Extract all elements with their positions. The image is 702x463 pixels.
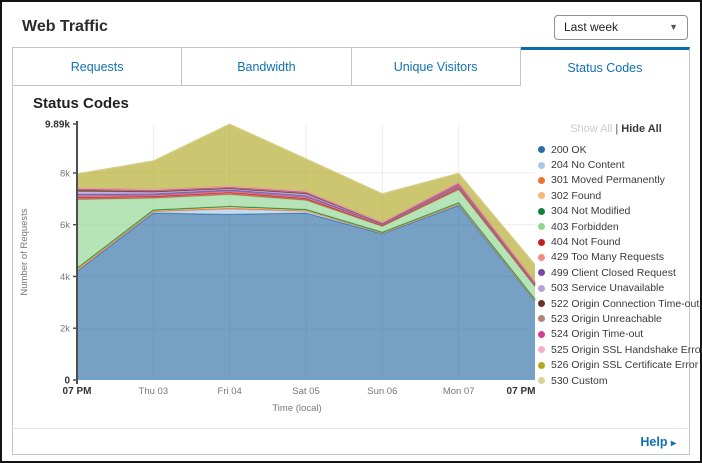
legend-item-label: 302 Found bbox=[551, 189, 602, 202]
legend-color-dot bbox=[538, 315, 545, 323]
legend-item-524-origin-time-out[interactable]: 524 Origin Time-out bbox=[537, 327, 695, 342]
chevron-down-icon: ▼ bbox=[669, 21, 678, 32]
hide-all-button[interactable]: Hide All bbox=[621, 123, 662, 135]
legend-item-label: 499 Client Closed Request bbox=[551, 266, 676, 279]
legend-item-429-too-many-requests[interactable]: 429 Too Many Requests bbox=[537, 250, 695, 265]
tab-requests[interactable]: Requests bbox=[12, 47, 183, 86]
legend-item-204-no-content[interactable]: 204 No Content bbox=[537, 157, 695, 172]
chart-title: Status Codes bbox=[33, 95, 129, 112]
svg-text:Thu 03: Thu 03 bbox=[139, 386, 169, 397]
tab-status-codes[interactable]: Status Codes bbox=[520, 47, 690, 86]
status-codes-chart: 0 2k 4k 6k 8k 9.89k 07 PM Thu 03 Fri 04 Sat 05 Sun… bbox=[19, 120, 536, 414]
legend-color-dot bbox=[538, 146, 545, 154]
tab-bar: Requests Bandwidth Unique Visitors Statu… bbox=[12, 47, 690, 86]
legend-item-523-origin-unreachable[interactable]: 523 Origin Unreachable bbox=[537, 311, 695, 326]
legend-item-label: 523 Origin Unreachable bbox=[551, 312, 662, 325]
legend-color-dot bbox=[538, 192, 545, 200]
chart-legend: Show All | Hide All 200 OK 204 No Content 30… bbox=[537, 123, 702, 388]
tab-unique-visitors[interactable]: Unique Visitors bbox=[351, 47, 521, 86]
legend-color-dot bbox=[538, 284, 545, 292]
svg-text:4k: 4k bbox=[60, 272, 70, 283]
svg-text:Sat 05: Sat 05 bbox=[292, 386, 319, 397]
legend-item-403-forbidden[interactable]: 403 Forbidden bbox=[537, 219, 695, 234]
legend-item-404-not-found[interactable]: 404 Not Found bbox=[537, 234, 695, 249]
legend-item-label: 526 Origin SSL Certificate Error bbox=[551, 359, 699, 372]
panel-footer: Help ▸ bbox=[12, 428, 690, 455]
legend-controls: Show All | Hide All bbox=[537, 123, 695, 135]
legend-items: 200 OK 204 No Content 301 Moved Permanentl… bbox=[537, 142, 702, 388]
legend-item-522-origin-connection-time-out[interactable]: 522 Origin Connection Time-out bbox=[537, 296, 699, 311]
svg-text:Time (local): Time (local) bbox=[272, 403, 321, 414]
show-all-button[interactable]: Show All bbox=[570, 123, 613, 135]
tab-bandwidth[interactable]: Bandwidth bbox=[182, 47, 352, 86]
help-link[interactable]: Help ▸ bbox=[640, 434, 676, 449]
legend-item-302-found[interactable]: 302 Found bbox=[537, 188, 695, 203]
legend-color-dot bbox=[538, 253, 545, 261]
legend-color-dot bbox=[538, 300, 545, 308]
help-arrow-icon: ▸ bbox=[670, 437, 676, 449]
legend-item-label: 530 Custom bbox=[551, 374, 608, 387]
legend-color-dot bbox=[538, 330, 545, 338]
legend-item-499-client-closed-request[interactable]: 499 Client Closed Request bbox=[537, 265, 695, 280]
svg-text:Mon 07: Mon 07 bbox=[443, 386, 475, 397]
legend-color-dot bbox=[538, 361, 545, 369]
legend-item-526-origin-ssl-certificate-error[interactable]: 526 Origin SSL Certificate Error bbox=[537, 357, 699, 372]
svg-text:07 PM: 07 PM bbox=[63, 386, 92, 397]
legend-item-label: 200 OK bbox=[551, 143, 587, 156]
legend-color-dot bbox=[538, 161, 545, 169]
svg-text:6k: 6k bbox=[60, 220, 70, 231]
legend-item-label: 404 Not Found bbox=[551, 236, 621, 249]
time-range-select[interactable]: Last week ▼ bbox=[554, 14, 688, 40]
legend-color-dot bbox=[538, 223, 545, 231]
svg-text:07 PM: 07 PM bbox=[507, 386, 536, 397]
legend-item-label: 524 Origin Time-out bbox=[551, 328, 644, 341]
legend-item-304-not-modified[interactable]: 304 Not Modified bbox=[537, 204, 695, 219]
svg-text:Fri 04: Fri 04 bbox=[218, 386, 242, 397]
legend-item-label: 429 Too Many Requests bbox=[551, 251, 665, 264]
legend-item-label: 525 Origin SSL Handshake Error bbox=[551, 343, 702, 356]
svg-text:9.89k: 9.89k bbox=[45, 120, 70, 131]
legend-item-label: 301 Moved Permanently bbox=[551, 174, 665, 187]
legend-color-dot bbox=[538, 238, 545, 246]
svg-text:8k: 8k bbox=[60, 168, 70, 179]
legend-item-525-origin-ssl-handshake-error[interactable]: 525 Origin SSL Handshake Error bbox=[537, 342, 702, 357]
legend-color-dot bbox=[538, 346, 545, 354]
time-range-value: Last week bbox=[564, 20, 619, 34]
status-codes-panel: Status Codes 0 2k 4k 6k 8k 9.89k 07 PM Thu 03 Fr… bbox=[12, 86, 702, 428]
legend-item-label: 522 Origin Connection Time-out bbox=[551, 297, 700, 310]
legend-item-label: 503 Service Unavailable bbox=[551, 282, 665, 295]
legend-color-dot bbox=[538, 176, 545, 184]
legend-item-301-moved-permanently[interactable]: 301 Moved Permanently bbox=[537, 173, 695, 188]
svg-text:Number of Requests: Number of Requests bbox=[19, 208, 30, 295]
traffic-card: Requests Bandwidth Unique Visitors Statu… bbox=[12, 47, 702, 428]
page-title: Web Traffic bbox=[22, 18, 108, 35]
legend-item-label: 403 Forbidden bbox=[551, 220, 619, 233]
legend-item-530-custom[interactable]: 530 Custom bbox=[537, 373, 695, 388]
legend-item-label: 204 No Content bbox=[551, 159, 625, 172]
legend-color-dot bbox=[538, 377, 545, 385]
legend-color-dot bbox=[538, 269, 545, 277]
svg-text:Sun 06: Sun 06 bbox=[367, 386, 397, 397]
legend-divider: | bbox=[615, 123, 619, 135]
widget-header: Web Traffic Last week ▼ bbox=[2, 2, 700, 47]
svg-text:0: 0 bbox=[64, 376, 70, 387]
legend-item-503-service-unavailable[interactable]: 503 Service Unavailable bbox=[537, 281, 695, 296]
legend-color-dot bbox=[538, 207, 545, 215]
legend-item-label: 304 Not Modified bbox=[551, 205, 631, 218]
svg-text:2k: 2k bbox=[60, 324, 70, 335]
legend-item-200-ok[interactable]: 200 OK bbox=[537, 142, 695, 157]
